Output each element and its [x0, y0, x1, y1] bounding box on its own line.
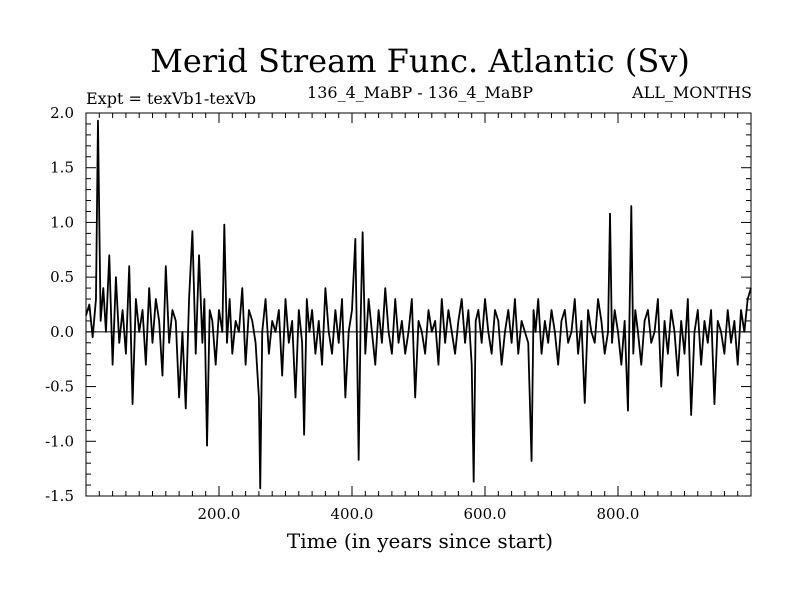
- y-tick-label: -1.5: [45, 487, 74, 505]
- y-tick-label: 1.0: [50, 213, 74, 231]
- chart-subtitle-center: 136_4_MaBP - 136_4_MaBP: [307, 83, 533, 102]
- y-tick-label: 1.5: [50, 159, 74, 177]
- y-tick-label: 0.5: [50, 268, 74, 286]
- x-tick-labels: 200.0 400.0 600.0 800.0: [198, 505, 640, 523]
- y-tick-labels: -1.5 -1.0 -0.5 0.0 0.5 1.0 1.5 2.0: [45, 104, 74, 505]
- series-line: [85, 119, 752, 490]
- y-tick-label: -1.0: [45, 432, 74, 450]
- x-tick-label: 600.0: [464, 505, 507, 523]
- x-tick-label: 800.0: [597, 505, 640, 523]
- x-axis-label: Time (in years since start): [287, 529, 553, 553]
- x-tick-label: 200.0: [198, 505, 241, 523]
- axis-ticks: [86, 113, 751, 496]
- x-tick-label: 400.0: [331, 505, 374, 523]
- y-tick-label: 0.0: [50, 323, 74, 341]
- y-tick-label: 2.0: [50, 104, 74, 122]
- chart-subtitle-right: ALL_MONTHS: [631, 83, 752, 102]
- chart-title: Merid Stream Func. Atlantic (Sv): [150, 42, 690, 80]
- chart-subtitle-left: Expt = texVb1-texVb: [86, 89, 256, 108]
- plot-frame: [85, 112, 752, 497]
- y-tick-label: -0.5: [45, 378, 74, 396]
